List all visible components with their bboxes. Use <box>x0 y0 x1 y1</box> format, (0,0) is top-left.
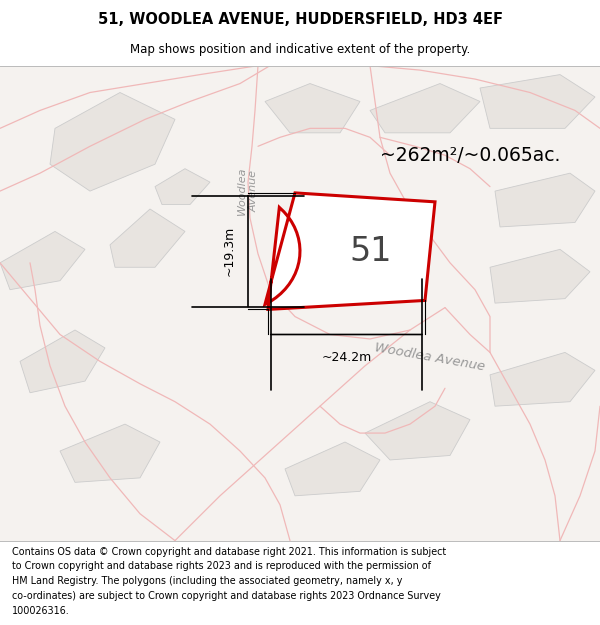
Polygon shape <box>60 424 160 483</box>
Polygon shape <box>490 352 595 406</box>
Polygon shape <box>365 402 470 460</box>
Polygon shape <box>370 84 480 133</box>
Polygon shape <box>0 231 85 289</box>
Text: ~24.2m: ~24.2m <box>322 351 371 364</box>
Polygon shape <box>265 84 360 133</box>
Text: HM Land Registry. The polygons (including the associated geometry, namely x, y: HM Land Registry. The polygons (includin… <box>12 576 403 586</box>
Text: 100026316.: 100026316. <box>12 606 70 616</box>
Polygon shape <box>110 209 185 268</box>
Polygon shape <box>480 74 595 128</box>
Text: Woodlea Avenue: Woodlea Avenue <box>374 341 486 373</box>
Polygon shape <box>285 442 380 496</box>
Text: ~19.3m: ~19.3m <box>223 226 236 276</box>
Polygon shape <box>155 169 210 204</box>
Polygon shape <box>265 193 435 309</box>
Text: to Crown copyright and database rights 2023 and is reproduced with the permissio: to Crown copyright and database rights 2… <box>12 561 431 571</box>
Text: co-ordinates) are subject to Crown copyright and database rights 2023 Ordnance S: co-ordinates) are subject to Crown copyr… <box>12 591 441 601</box>
Polygon shape <box>495 173 595 227</box>
Polygon shape <box>50 92 175 191</box>
Text: Woodlea
Avenue: Woodlea Avenue <box>237 167 259 216</box>
Polygon shape <box>20 330 105 392</box>
Text: 51, WOODLEA AVENUE, HUDDERSFIELD, HD3 4EF: 51, WOODLEA AVENUE, HUDDERSFIELD, HD3 4E… <box>97 12 503 27</box>
Polygon shape <box>490 249 590 303</box>
Text: ~262m²/~0.065ac.: ~262m²/~0.065ac. <box>380 146 560 165</box>
Text: Map shows position and indicative extent of the property.: Map shows position and indicative extent… <box>130 42 470 56</box>
Text: Contains OS data © Crown copyright and database right 2021. This information is : Contains OS data © Crown copyright and d… <box>12 546 446 556</box>
Text: 51: 51 <box>349 234 392 268</box>
